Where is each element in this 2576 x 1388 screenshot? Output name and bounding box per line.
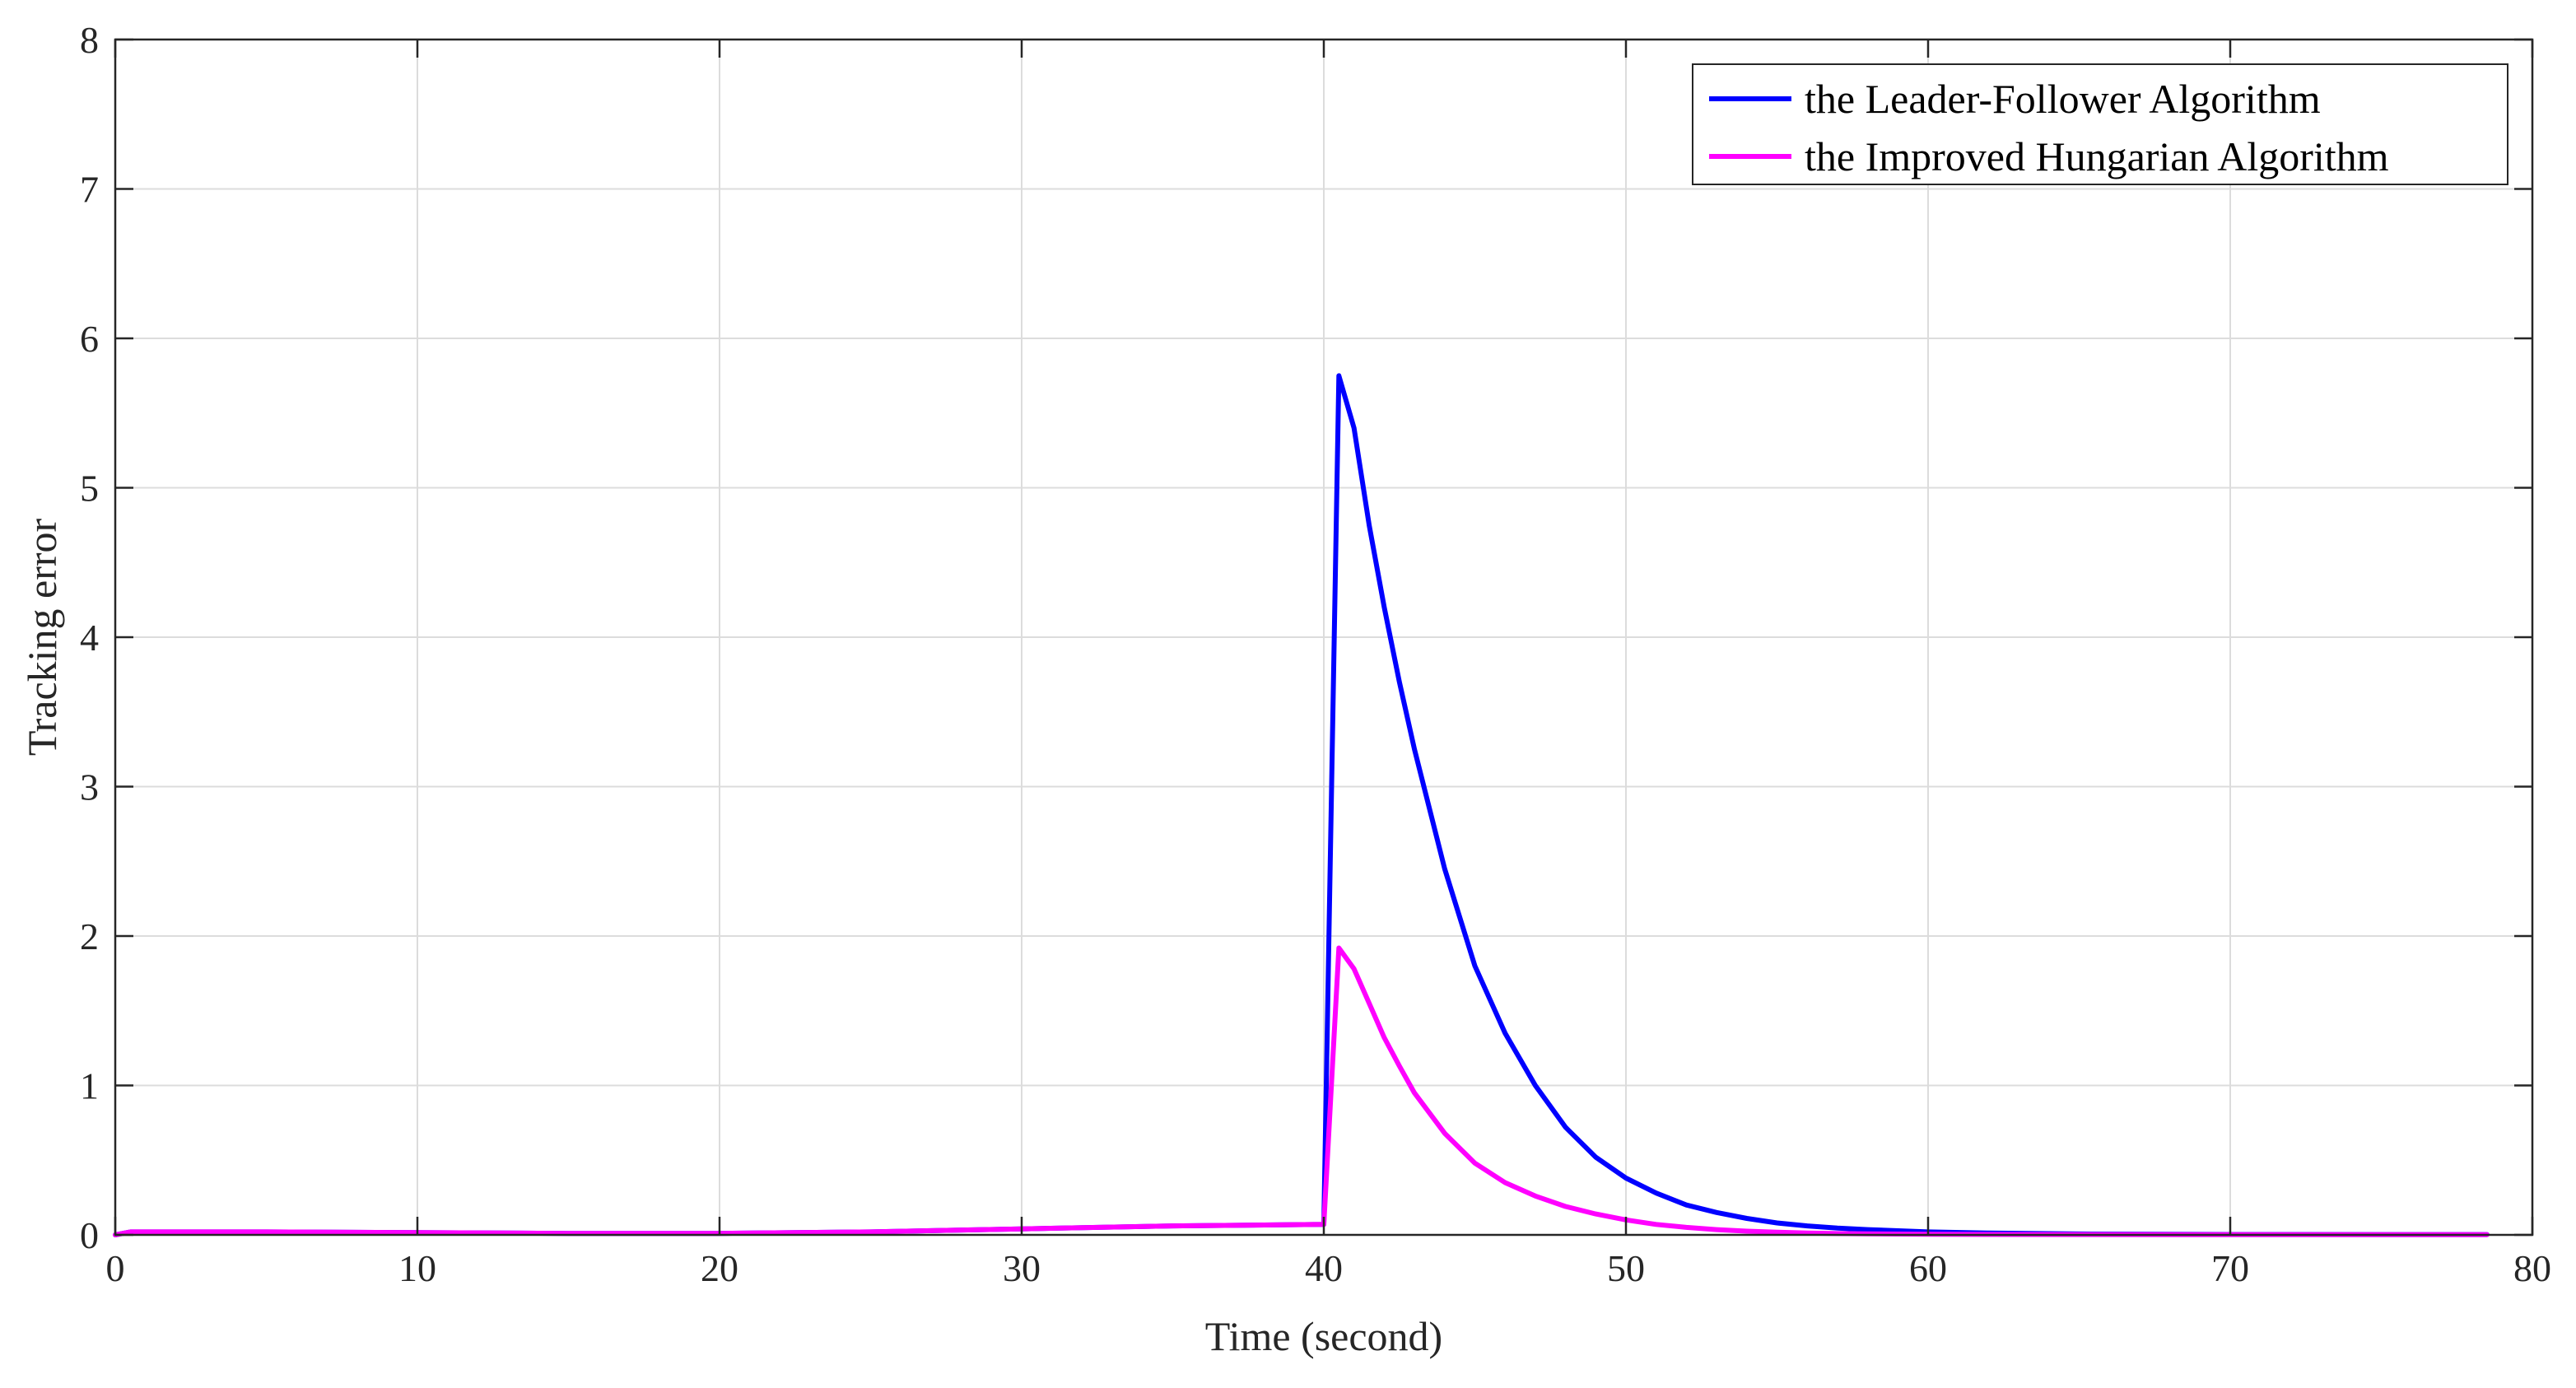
y-tick-label: 4 — [80, 617, 99, 659]
series-line-2 — [113, 945, 2490, 1237]
x-tick-label: 70 — [2211, 1247, 2249, 1289]
x-tick-label: 60 — [1909, 1247, 1947, 1289]
y-tick-label: 6 — [80, 318, 99, 360]
y-tick-label: 7 — [80, 169, 99, 211]
y-tick-label: 8 — [80, 19, 99, 61]
y-tick-label: 2 — [80, 915, 99, 957]
y-tick-label: 3 — [80, 766, 99, 808]
x-tick-label: 40 — [1305, 1247, 1343, 1289]
legend-box — [1692, 63, 2508, 185]
x-tick-label: 30 — [1003, 1247, 1041, 1289]
y-tick-label: 5 — [80, 468, 99, 510]
series-layer — [113, 373, 2490, 1237]
x-tick-label: 10 — [398, 1247, 436, 1289]
legend-label-2: the Improved Hungarian Algorithm — [1805, 133, 2389, 179]
x-tick-label: 50 — [1607, 1247, 1645, 1289]
y-axis-label: Tracking error — [19, 518, 65, 756]
legend: the Leader-Follower Algorithm the Improve… — [1692, 63, 2508, 185]
y-tick-label: 1 — [80, 1065, 99, 1107]
x-tick-label: 0 — [106, 1247, 125, 1289]
x-tick-label: 20 — [701, 1247, 738, 1289]
y-tick-label: 0 — [80, 1214, 99, 1256]
legend-label-1: the Leader-Follower Algorithm — [1805, 76, 2321, 122]
x-tick-label: 80 — [2513, 1247, 2551, 1289]
x-axis-label: Time (second) — [1205, 1313, 1442, 1359]
axis-ticks: 0 10 20 30 40 50 60 70 80 0 1 2 3 4 5 6 7 8 — [80, 19, 2551, 1289]
